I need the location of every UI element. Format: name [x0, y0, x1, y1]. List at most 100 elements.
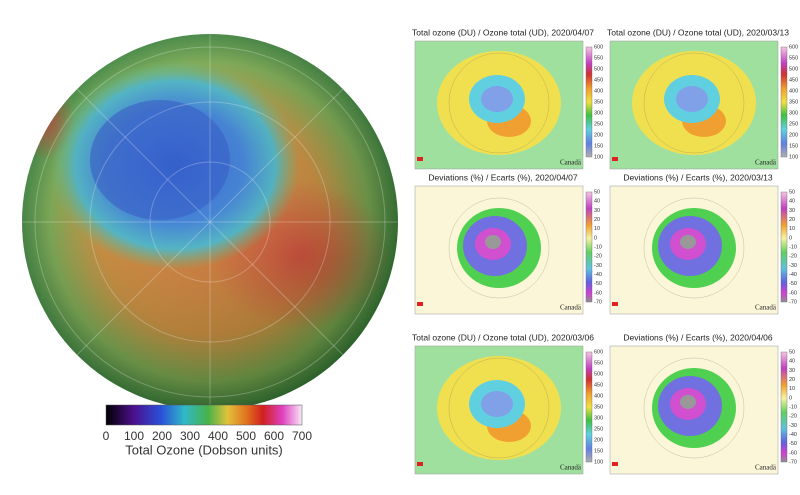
panel-colorbar-tick: 0: [594, 235, 597, 241]
colorbar-tick-label: 500: [236, 429, 256, 443]
panel-colorbar-tick: -10: [789, 404, 797, 410]
colorbar-tick-label: 700: [292, 429, 312, 443]
flag: [612, 302, 618, 306]
panel-colorbar-tick: 350: [594, 404, 603, 410]
panel-colorbar-tick: 500: [594, 371, 603, 377]
panel-colorbar-tick: 0: [789, 235, 792, 241]
flag: [417, 462, 423, 466]
anomaly-grey: [680, 235, 696, 249]
panel-title: Total ozone (DU) / Ozone total (UD), 202…: [412, 332, 594, 342]
panel-colorbar-tick: 10: [594, 226, 600, 232]
panel-colorbar-tick: -20: [594, 254, 602, 260]
flag: [612, 157, 618, 161]
colorbar-tick-label: 0: [103, 429, 110, 443]
panel-colorbar-tick: 40: [789, 199, 795, 205]
flag: [417, 302, 423, 306]
panel-colorbar-tick: 50: [594, 189, 600, 195]
panel-colorbar-tick: 20: [789, 377, 795, 383]
panel-colorbar-tick: 600: [789, 44, 798, 50]
logo: Canadä: [755, 304, 777, 312]
panel-colorbar-tick: 400: [789, 88, 798, 94]
graticule: [448, 197, 550, 299]
panel-colorbar: [585, 191, 593, 303]
logo: Canadä: [755, 159, 777, 167]
panel-colorbar-tick: 400: [594, 88, 603, 94]
ozone-hole: [676, 86, 708, 112]
panel-colorbar: [780, 191, 788, 303]
panel-colorbar-tick: 0: [789, 395, 792, 401]
panel-colorbar-tick: 50: [789, 189, 795, 195]
panel-colorbar-tick: -60: [789, 290, 797, 296]
flag: [612, 462, 618, 466]
panel-colorbar-tick: 250: [594, 426, 603, 432]
panel-colorbar-tick: 30: [594, 208, 600, 214]
panel-colorbar-tick: -30: [789, 263, 797, 269]
panel: Total ozone (DU) / Ozone total (UD), 202…: [412, 332, 603, 475]
panel-colorbar-tick: 600: [594, 44, 603, 50]
colorbar-tick-label: 600: [264, 429, 284, 443]
panel-colorbar-tick: 600: [594, 349, 603, 355]
panel-colorbar-tick: 500: [594, 66, 603, 72]
panel-colorbar-tick: -60: [789, 450, 797, 456]
panel-colorbar-tick: 20: [594, 217, 600, 223]
panel-colorbar-tick: 350: [594, 99, 603, 105]
panel-colorbar-tick: 550: [594, 55, 603, 61]
panel-title: Deviations (%) / Ecarts (%), 2020/04/06: [623, 332, 773, 342]
graticule: [448, 52, 550, 154]
graticule: [448, 357, 550, 459]
panel-colorbar-tick: -10: [789, 244, 797, 250]
panel-colorbar-tick: -50: [789, 281, 797, 287]
panel-colorbar-tick: 40: [594, 199, 600, 205]
graticule: [643, 197, 745, 299]
panel-colorbar-tick: 350: [789, 99, 798, 105]
panel-colorbar-tick: 150: [789, 143, 798, 149]
panel: Total ozone (DU) / Ozone total (UD), 202…: [412, 27, 603, 170]
panel-colorbar-tick: 200: [789, 132, 798, 138]
graticule: [643, 52, 745, 154]
panel-colorbar: [585, 351, 593, 463]
panel-colorbar-tick: -40: [789, 272, 797, 278]
panel-colorbar-tick: 550: [594, 360, 603, 366]
panel-colorbar-tick: 250: [594, 121, 603, 127]
globe: [22, 34, 398, 410]
panel: Deviations (%) / Ecarts (%), 2020/03/13 5…: [609, 172, 797, 315]
panel-colorbar-tick: 10: [789, 386, 795, 392]
panel-colorbar-tick: 50: [789, 349, 795, 355]
panel-colorbar-tick: 20: [789, 217, 795, 223]
panel: Total ozone (DU) / Ozone total (UD), 202…: [607, 27, 798, 170]
panel-colorbar-tick: 550: [789, 55, 798, 61]
panel-colorbar-tick: 500: [789, 66, 798, 72]
panel-colorbar-tick: 450: [789, 77, 798, 83]
ozone-hole: [481, 86, 513, 112]
panel-colorbar-tick: 30: [789, 208, 795, 214]
anomaly-grey: [485, 235, 501, 249]
flag: [417, 157, 423, 161]
panel-colorbar-tick: 450: [594, 382, 603, 388]
panel-title: Total ozone (DU) / Ozone total (UD), 202…: [607, 27, 789, 37]
panel-colorbar-tick: 100: [594, 154, 603, 160]
panel: Deviations (%) / Ecarts (%), 2020/04/07 5…: [414, 172, 602, 315]
panel-colorbar-tick: 300: [594, 110, 603, 116]
logo: Canadä: [560, 159, 582, 167]
panel-colorbar-tick: 450: [594, 77, 603, 83]
panel-colorbar-tick: 200: [594, 437, 603, 443]
panel-colorbar-tick: 150: [594, 143, 603, 149]
panel-colorbar-tick: -70: [789, 299, 797, 305]
panel-colorbar-tick: 100: [789, 154, 798, 160]
panel-colorbar: [585, 46, 593, 158]
panel-colorbar-tick: -10: [594, 244, 602, 250]
logo: Canadä: [755, 464, 777, 472]
panel-colorbar-tick: 100: [594, 459, 603, 465]
panel-colorbar-tick: 40: [789, 359, 795, 365]
panel-colorbar-tick: -30: [594, 263, 602, 269]
panel-colorbar-tick: -40: [789, 432, 797, 438]
panel-colorbar-tick: -20: [789, 254, 797, 260]
panel-colorbar-tick: -20: [789, 414, 797, 420]
colorbar-tick-label: 200: [152, 429, 172, 443]
panel-colorbar-tick: 200: [594, 132, 603, 138]
panel-colorbar-tick: -50: [594, 281, 602, 287]
anomaly-grey: [680, 395, 696, 409]
panel-colorbar: [780, 46, 788, 158]
panel-colorbar-tick: -70: [594, 299, 602, 305]
